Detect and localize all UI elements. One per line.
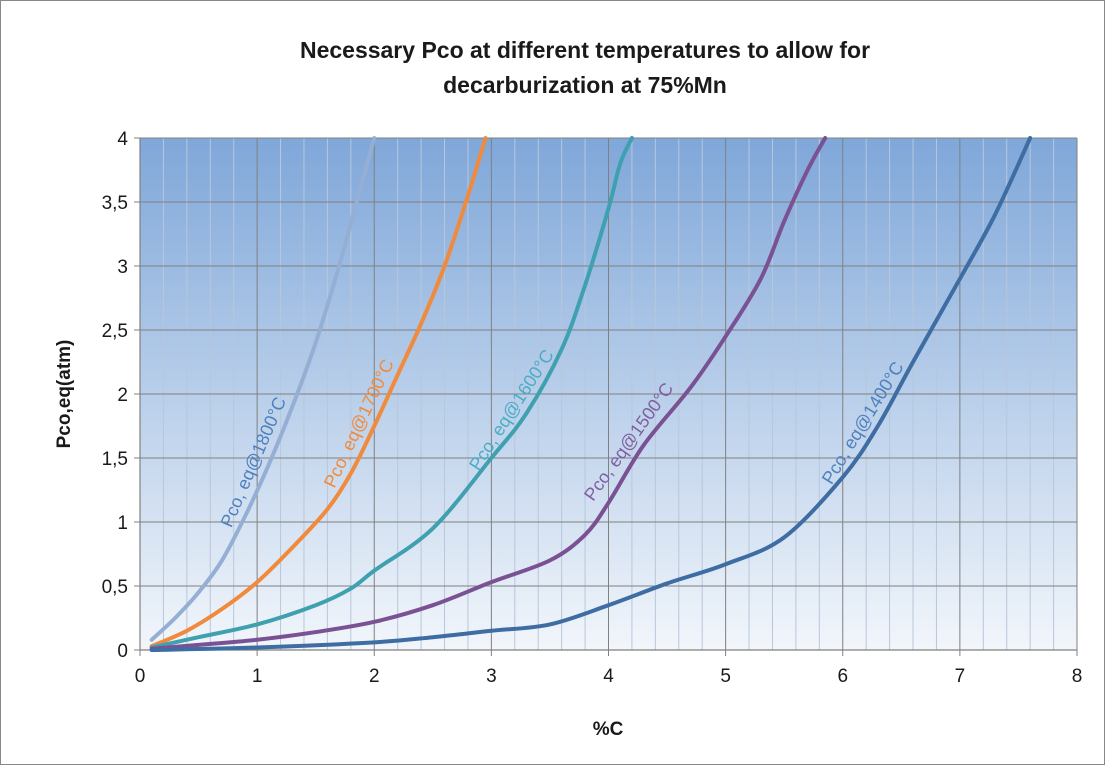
- x-axis-label: %C: [593, 719, 624, 740]
- tick-label-layer: 0 1 2 3 4 5 6 7 8 0 0,5 1 1,5 2 2,5 3 3,5 4: [102, 129, 1083, 687]
- x-tick-label: 3: [486, 666, 497, 687]
- series-line: [149, 136, 1033, 652]
- chart-title-line-1: Necessary Pco at different temperatures …: [300, 37, 870, 63]
- y-tick-label: 2: [117, 385, 128, 406]
- y-tick-label: 4: [117, 129, 128, 150]
- series-line: [149, 136, 488, 649]
- x-tick-label: 7: [955, 666, 966, 687]
- x-tick-label: 1: [252, 666, 263, 687]
- y-axis-label: Pco,eq(atm): [54, 340, 75, 449]
- y-tick-label: 0,5: [102, 577, 128, 598]
- x-tick-label: 2: [369, 666, 380, 687]
- series-line: [149, 136, 377, 642]
- grid-layer: [140, 137, 1078, 650]
- y-tick-label: 2,5: [102, 321, 128, 342]
- x-tick-label: 0: [135, 666, 146, 687]
- y-tick-label: 3: [117, 257, 128, 278]
- y-tick-label: 0: [117, 641, 128, 662]
- y-tick-label: 1: [117, 513, 128, 534]
- x-tick-label: 4: [603, 666, 614, 687]
- x-tick-label: 8: [1072, 666, 1083, 687]
- y-tick-label: 1,5: [102, 449, 128, 470]
- series-layer: [149, 136, 1033, 652]
- x-tick-label: 6: [837, 666, 848, 687]
- series-line: [149, 136, 828, 651]
- chart-title-line-2: decarburization at 75%Mn: [443, 72, 727, 98]
- series-line: [149, 136, 634, 650]
- x-tick-label: 5: [720, 666, 731, 687]
- axis-layer: [134, 137, 1078, 656]
- y-tick-label: 3,5: [102, 193, 128, 214]
